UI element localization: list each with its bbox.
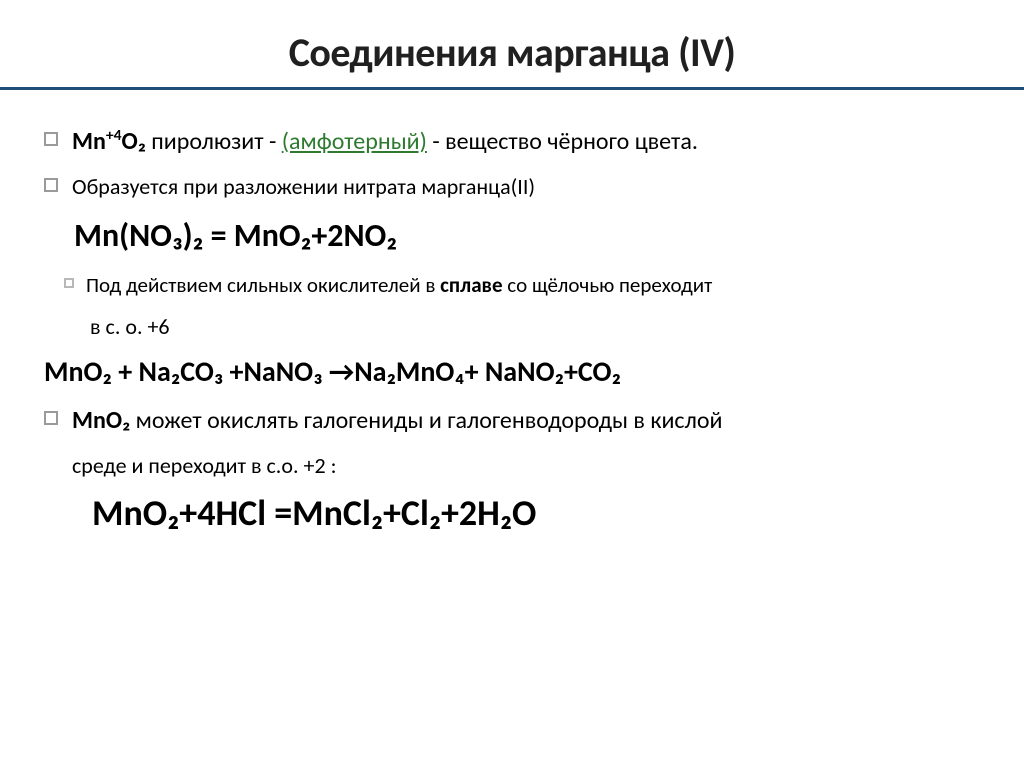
bullet-1-text: Mn+4O₂ пиролюзит - (амфотерный) - вещест… (72, 126, 980, 158)
bullet-3-text: MnO₂ может окислять галогениды и галоген… (72, 405, 980, 437)
sub-bullet-icon (64, 278, 74, 288)
bullet-3-row: MnO₂ может окислять галогениды и галоген… (44, 405, 980, 437)
page-title: Соединения марганца (IV) (44, 28, 980, 77)
bullet-1-row: Mn+4O₂ пиролюзит - (амфотерный) - вещест… (44, 126, 980, 158)
sub-bullet-1-text: Под действием сильных окислителей в спла… (86, 271, 980, 299)
bullet-icon (44, 132, 58, 146)
sub-bullet-1-row: Под действием сильных окислителей в спла… (44, 271, 980, 299)
sub-bullet-1-line2: в с. о. +6 (90, 313, 980, 340)
equation-2: MnO₂ + Na₂CO₃ +NaNO₃ →Na₂MnO₄+ NaNO₂+CO₂ (44, 354, 980, 389)
bullet-icon (44, 411, 58, 425)
bullet-2-row: Образуется при разложении нитрата марган… (44, 172, 980, 202)
bullet-icon (44, 178, 58, 192)
equation-3: MnO₂+4HCl =MnCl₂+Cl₂+2H₂O (92, 491, 980, 535)
bullet-3-line2: среде и переходит в с.о. +2 : (72, 452, 980, 479)
bullet-2-text: Образуется при разложении нитрата марган… (72, 172, 980, 202)
equation-1: Mn(NO₃)₂ = MnO₂+2NO₂ (74, 216, 980, 255)
title-divider (0, 87, 1024, 90)
